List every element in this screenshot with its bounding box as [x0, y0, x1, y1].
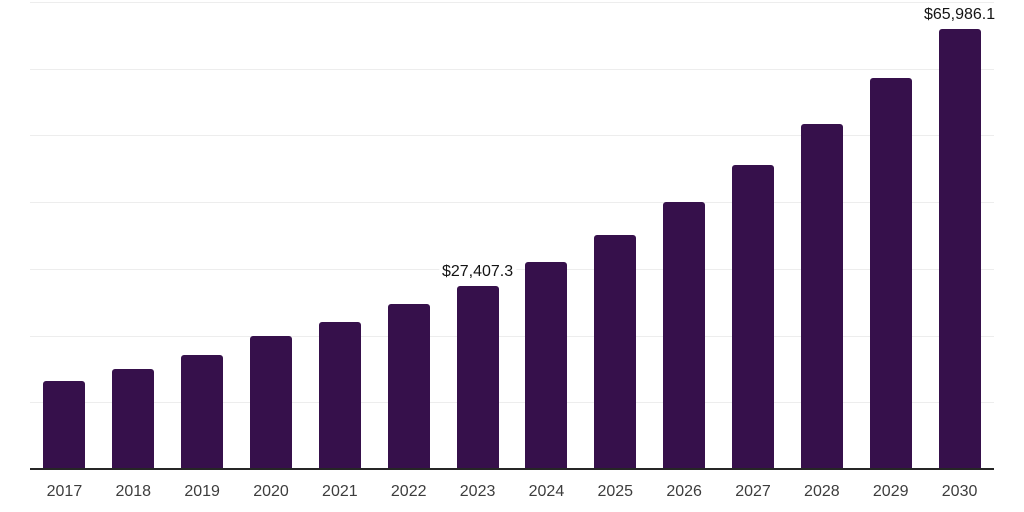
x-tick-2030: 2030 [941, 483, 978, 500]
bar-2029 [870, 78, 912, 469]
x-tick-2027: 2027 [735, 483, 771, 500]
x-tick-2024: 2024 [528, 483, 565, 500]
gridline-40000 [30, 202, 994, 204]
x-tick-2017: 2017 [46, 483, 83, 500]
gridline-60000 [30, 68, 994, 70]
gridline-20000 [30, 335, 994, 337]
x-tick-2020: 2020 [253, 483, 289, 500]
x-tick-2029: 2029 [872, 483, 909, 500]
x-tick-2022: 2022 [390, 483, 427, 500]
gridline-10000 [30, 402, 994, 404]
gridline-50000 [30, 135, 994, 137]
x-axis-line [30, 468, 994, 470]
bar-2019 [181, 355, 223, 469]
x-tick-2019: 2019 [184, 483, 220, 500]
bar-2024 [525, 262, 567, 469]
bar-2020 [250, 336, 292, 469]
bar-2030 [939, 29, 981, 469]
x-tick-2018: 2018 [115, 483, 152, 500]
x-tick-2025: 2025 [597, 483, 634, 500]
gridline-70000 [30, 2, 994, 3]
bar-2022 [388, 304, 430, 469]
bar-2021 [319, 322, 361, 469]
bar-2017 [43, 381, 85, 469]
bar-2026 [663, 202, 705, 469]
x-tick-2021: 2021 [322, 483, 358, 500]
data-label-2030: $65,986.1 [920, 5, 999, 24]
bar-2028 [801, 124, 843, 469]
bar-2023 [457, 286, 499, 469]
data-label-2023: $27,407.3 [438, 262, 517, 281]
bar-2018 [112, 369, 154, 469]
x-tick-2023: 2023 [459, 483, 496, 500]
bar-2027 [732, 165, 774, 469]
bar-2025 [594, 235, 636, 469]
x-tick-2028: 2028 [804, 483, 840, 500]
x-tick-2026: 2026 [666, 483, 702, 500]
